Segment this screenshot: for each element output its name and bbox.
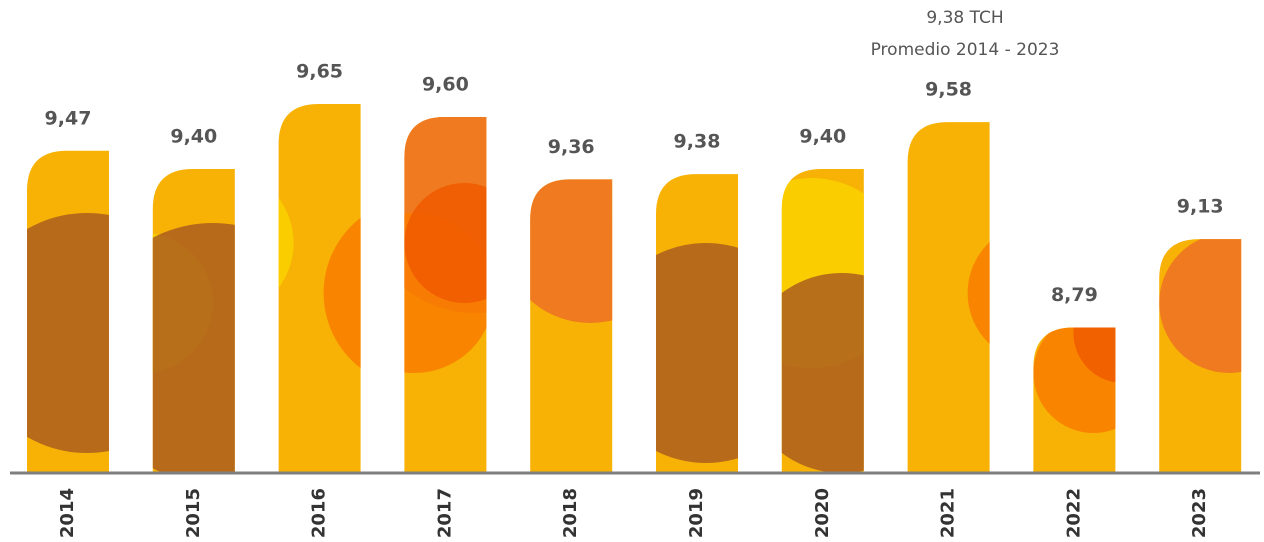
bar-decoration: [1159, 239, 1242, 373]
x-tick-label: 2021: [938, 488, 959, 538]
value-label: 8,79: [1051, 284, 1098, 306]
bar-decoration: [27, 213, 109, 453]
value-label: 9,13: [1177, 196, 1224, 218]
x-tick-label: 2018: [560, 488, 581, 538]
value-label: 9,60: [422, 73, 469, 95]
average-label: Promedio 2014 - 2023: [871, 40, 1060, 60]
value-label: 9,40: [799, 125, 846, 147]
bar: [278, 103, 361, 473]
x-tick-label: 2016: [309, 488, 330, 538]
value-label: 9,65: [296, 60, 343, 82]
bar-decoration: [1033, 327, 1116, 433]
value-label: 9,36: [548, 136, 595, 158]
decoration-circle: [152, 223, 235, 474]
decoration-circle: [404, 183, 487, 303]
value-label: 9,40: [170, 125, 217, 147]
x-tick-label: 2022: [1063, 488, 1084, 538]
value-label: 9,38: [674, 131, 721, 153]
bar-decoration: [781, 178, 864, 473]
x-tick-label: 2017: [434, 488, 455, 538]
decoration-circle: [1159, 239, 1242, 373]
x-tick-label: 2014: [57, 488, 78, 538]
value-label: 9,58: [925, 79, 972, 101]
bar-decoration: [152, 223, 235, 474]
x-tick-label: 2019: [686, 488, 707, 538]
decoration-circle: [781, 273, 864, 473]
value-label: 9,47: [45, 107, 92, 129]
decoration-circle: [27, 213, 109, 453]
x-tick-label: 2023: [1189, 488, 1210, 538]
decoration-circle: [530, 179, 613, 323]
bar: [907, 122, 990, 474]
bar-decoration: [404, 116, 487, 373]
decoration-circle: [1073, 327, 1116, 383]
average-value: 9,38 TCH: [926, 8, 1003, 28]
bar-decoration: [530, 179, 613, 323]
x-tick-label: 2015: [183, 488, 204, 538]
decoration-circle: [656, 243, 738, 463]
x-tick-label: 2020: [812, 488, 833, 538]
bar-decoration: [656, 243, 738, 463]
